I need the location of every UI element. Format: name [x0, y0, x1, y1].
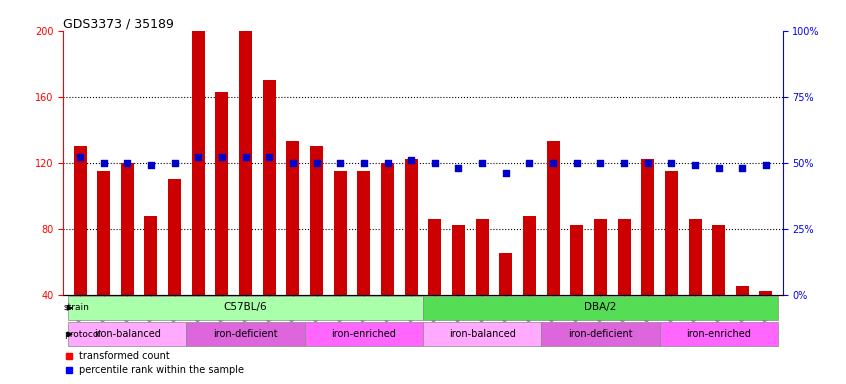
Bar [69, 323, 186, 346]
Point [191, 154, 205, 161]
Point [262, 154, 276, 161]
Point [759, 162, 772, 169]
Text: iron-deficient: iron-deficient [569, 329, 633, 339]
Bar [689, 219, 701, 295]
Bar [618, 219, 630, 295]
Text: iron-balanced: iron-balanced [448, 329, 515, 339]
Bar [74, 146, 86, 295]
Point [618, 160, 631, 166]
Text: GDS3373 / 35189: GDS3373 / 35189 [63, 18, 174, 31]
Point [286, 160, 299, 166]
Bar [665, 171, 678, 295]
Point [74, 154, 87, 161]
Text: percentile rank within the sample: percentile rank within the sample [80, 365, 244, 375]
Bar [357, 171, 371, 295]
Point [381, 160, 394, 166]
Text: C57BL/6: C57BL/6 [224, 302, 267, 313]
Point [689, 162, 702, 169]
Text: iron-enriched: iron-enriched [332, 329, 396, 339]
Bar [333, 171, 347, 295]
Bar [547, 141, 559, 295]
Point [452, 165, 465, 171]
Text: iron-deficient: iron-deficient [213, 329, 277, 339]
Point [499, 170, 513, 176]
Point [712, 165, 726, 171]
Bar [594, 219, 607, 295]
Bar [570, 225, 583, 295]
Bar [499, 253, 513, 295]
Bar [216, 92, 228, 295]
Bar [423, 323, 541, 346]
Bar [192, 31, 205, 295]
Bar [97, 171, 110, 295]
Bar [423, 296, 777, 320]
Bar [641, 159, 654, 295]
Text: iron-enriched: iron-enriched [686, 329, 751, 339]
Point [120, 160, 134, 166]
Point [333, 160, 347, 166]
Bar [660, 323, 777, 346]
Bar [186, 323, 305, 346]
Point [357, 160, 371, 166]
Bar [305, 323, 423, 346]
Text: transformed count: transformed count [80, 351, 170, 361]
Bar [287, 141, 299, 295]
Bar [523, 215, 536, 295]
Bar [736, 286, 749, 295]
Point [475, 160, 489, 166]
Bar [475, 219, 489, 295]
Bar [310, 146, 323, 295]
Point [665, 160, 678, 166]
Text: DBA/2: DBA/2 [585, 302, 617, 313]
Point [594, 160, 607, 166]
Point [404, 157, 418, 163]
Text: iron-balanced: iron-balanced [94, 329, 161, 339]
Point [735, 165, 749, 171]
Bar [381, 163, 394, 295]
Point [215, 154, 228, 161]
Point [239, 154, 252, 161]
Bar [239, 31, 252, 295]
Bar [428, 219, 442, 295]
Bar [452, 225, 465, 295]
Text: strain: strain [63, 303, 90, 313]
Bar [760, 291, 772, 295]
Bar [168, 179, 181, 295]
Point [547, 160, 560, 166]
Bar [69, 296, 423, 320]
Point [428, 160, 442, 166]
Bar [541, 323, 660, 346]
Point [310, 160, 323, 166]
Point [570, 160, 584, 166]
Point [144, 162, 157, 169]
Bar [121, 163, 134, 295]
Bar [263, 80, 276, 295]
Text: protocol: protocol [63, 330, 101, 339]
Point [97, 160, 111, 166]
Bar [404, 159, 418, 295]
Bar [712, 225, 725, 295]
Point [168, 160, 181, 166]
Bar [145, 215, 157, 295]
Point [523, 160, 536, 166]
Point [641, 160, 655, 166]
